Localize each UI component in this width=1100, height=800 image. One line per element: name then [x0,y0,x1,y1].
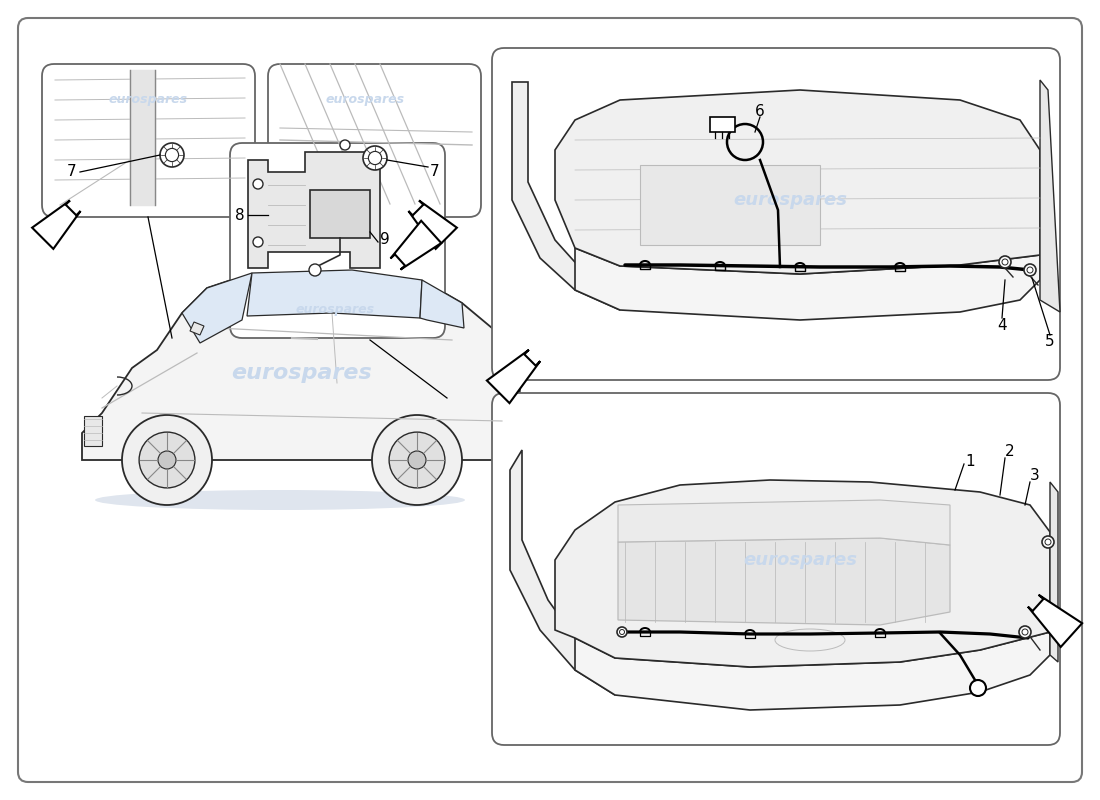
Text: 9: 9 [381,233,389,247]
Circle shape [368,151,382,165]
Text: eurospares: eurospares [742,551,857,569]
Polygon shape [420,280,464,328]
Polygon shape [190,322,204,335]
Circle shape [1019,626,1031,638]
FancyBboxPatch shape [492,393,1060,745]
Polygon shape [1027,594,1082,647]
Text: 2: 2 [1005,445,1015,459]
Circle shape [970,680,986,696]
Circle shape [340,140,350,150]
Text: 4: 4 [998,318,1006,333]
Text: eurospares: eurospares [296,303,375,317]
Polygon shape [510,450,615,695]
Text: eurospares: eurospares [109,94,188,106]
Polygon shape [575,248,1040,320]
Polygon shape [618,500,950,545]
Polygon shape [556,90,1040,274]
FancyBboxPatch shape [230,143,446,338]
FancyBboxPatch shape [492,48,1060,380]
Circle shape [122,415,212,505]
Text: eurospares: eurospares [326,94,405,106]
Polygon shape [575,632,1050,710]
Circle shape [1002,259,1008,265]
Circle shape [617,627,627,637]
Circle shape [165,149,178,162]
Polygon shape [82,270,520,460]
Ellipse shape [776,629,845,651]
Bar [310,190,370,238]
Polygon shape [1050,482,1058,662]
FancyBboxPatch shape [42,64,255,217]
Circle shape [363,146,387,170]
Circle shape [158,451,176,469]
Polygon shape [248,152,380,268]
FancyBboxPatch shape [18,18,1082,782]
Circle shape [372,415,462,505]
Ellipse shape [95,490,465,510]
Circle shape [139,432,195,488]
Text: 8: 8 [235,207,245,222]
Text: 1: 1 [965,454,975,470]
Bar [710,117,735,132]
Polygon shape [556,480,1050,667]
Circle shape [999,256,1011,268]
Text: 3: 3 [1030,467,1040,482]
Polygon shape [182,273,252,343]
Bar [84,416,102,446]
Text: 7: 7 [67,165,77,179]
Circle shape [1024,264,1036,276]
Polygon shape [390,221,441,270]
Polygon shape [487,350,540,403]
Circle shape [389,432,444,488]
Circle shape [253,179,263,189]
Circle shape [1027,267,1033,273]
Text: eurospares: eurospares [733,191,847,209]
Circle shape [619,630,625,634]
Circle shape [408,451,426,469]
Text: 6: 6 [755,105,764,119]
Polygon shape [512,82,620,310]
Text: eurospares: eurospares [232,363,373,383]
Text: 5: 5 [1045,334,1055,350]
Polygon shape [618,538,950,625]
Polygon shape [248,270,422,318]
Circle shape [1045,539,1050,545]
FancyBboxPatch shape [268,64,481,217]
Circle shape [1022,629,1028,635]
Circle shape [309,264,321,276]
Polygon shape [1040,80,1060,312]
Circle shape [253,237,263,247]
Bar [640,165,820,245]
Text: 7: 7 [430,165,440,179]
Polygon shape [408,201,456,249]
Circle shape [160,143,184,167]
Polygon shape [32,201,80,249]
Circle shape [1042,536,1054,548]
